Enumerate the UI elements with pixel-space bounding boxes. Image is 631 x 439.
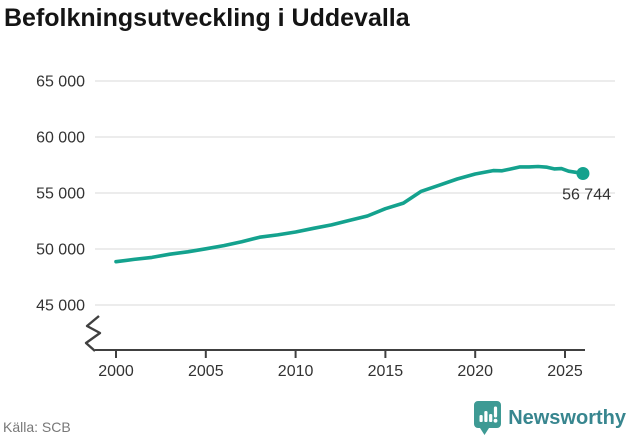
brand-logo[interactable]: Newsworthy xyxy=(474,400,626,436)
last-point-dot xyxy=(576,166,590,180)
y-tick-label: 60 000 xyxy=(36,130,85,147)
y-tick-label: 45 000 xyxy=(36,298,85,315)
x-tick-label: 2015 xyxy=(368,363,404,380)
x-tick-label: 2025 xyxy=(547,363,583,380)
x-tick-label: 2020 xyxy=(457,363,493,380)
axis-break-icon xyxy=(84,315,102,352)
bar-chart-speech-bubble-icon xyxy=(474,401,502,435)
y-tick-label: 55 000 xyxy=(36,186,85,203)
y-tick-label: 65 000 xyxy=(36,74,85,91)
page-title: Befolkningsutveckling i Uddevalla xyxy=(4,4,410,32)
y-tick-label: 50 000 xyxy=(36,242,85,259)
chart-svg: 65 000 60 000 55 000 50 000 45 000 2000 2005 20… xyxy=(36,74,615,380)
x-tick-label: 2005 xyxy=(188,363,224,380)
population-line xyxy=(114,164,585,264)
brand-name: Newsworthy xyxy=(508,406,626,429)
x-tick-label: 2010 xyxy=(278,363,314,380)
x-tick-label: 2000 xyxy=(98,363,134,380)
source-label: Källa: SCB xyxy=(3,419,71,435)
last-value-label: 56 744 xyxy=(562,186,611,203)
